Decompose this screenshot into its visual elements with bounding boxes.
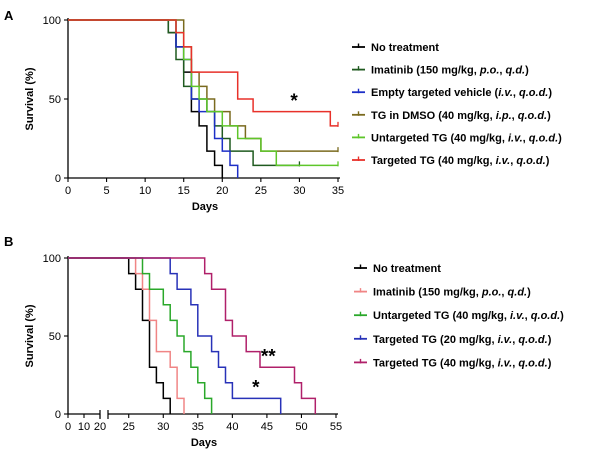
panel-a-legend-label: Untargeted TG (40 mg/kg, i.v., q.o.d.) [371,132,562,144]
panel-a-series-empty-targeted-vehicle-i-v-q-o-d [68,19,239,178]
panel-a-legend-label: No treatment [371,42,439,54]
panel-a-y-tick-label: 50 [49,94,61,106]
panel-a-legend-item: Imatinib (150 mg/kg, p.o., q.d.) [352,65,529,77]
panel-b-significance-marker: ** [261,347,276,368]
panel-a-legend-label: Empty targeted vehicle (i.v., q.o.d.) [371,87,552,99]
panel-b-legend-label: No treatment [373,263,441,275]
panel-a-series-tg-in-dmso-40-mg-kg-i-p-q-o-d [68,19,338,152]
panel-b-series-untargeted-tg-40-mg-kg-i-v-q-o-d [68,257,213,414]
panel-b-y-tick-label: 50 [49,331,61,343]
panel-b-legend-item: Imatinib (150 mg/kg, p.o., q.d.) [354,287,531,299]
panel-b-x-tick-label: 40 [226,421,238,433]
panel-a-legend-item: TG in DMSO (40 mg/kg, i.p., q.o.d.) [352,110,551,122]
panel-b-x-tick-label: 50 [295,421,307,433]
panel-b-y-tick-label: 100 [43,253,61,265]
panel-b-legend-label: Imatinib (150 mg/kg, p.o., q.d.) [373,287,531,299]
panel-b-x-tick-label: 20 [94,421,106,433]
panel-b-x-tick-label: 30 [157,421,169,433]
panel-a-legend-item: Untargeted TG (40 mg/kg, i.v., q.o.d.) [352,132,562,144]
panel-b-legend-item: No treatment [354,263,441,275]
panel-b-y-tick-label: 0 [55,409,61,421]
panel-b-series-targeted-tg-40-mg-kg-i-v-q-o-d [68,257,317,414]
panel-b-significance-marker: * [252,378,260,399]
panel-a-x-tick-label: 35 [332,185,344,197]
panel-b-x-axis-title: Days [191,437,217,449]
panel-a-legend-label: TG in DMSO (40 mg/kg, i.p., q.o.d.) [371,110,551,122]
panel-b-x-tick-label: 25 [123,421,135,433]
panel-a-legend-label: Targeted TG (40 mg/kg, i.v., q.o.d.) [371,155,550,167]
panel-b-series-targeted-tg-20-mg-kg-i-v-q-o-d [68,257,282,414]
panel-b-x-tick-label: 45 [261,421,273,433]
panel-b-series-no-treatment [68,257,171,414]
panel-a-significance-marker: * [290,91,298,112]
panel-b-series-imatinib-150-mg-kg-p-o-q-d [68,257,185,414]
panel-b-legend-label: Targeted TG (40 mg/kg, i.v., q.o.d.) [373,357,552,369]
panel-b-x-tick-label: 35 [192,421,204,433]
panel-a-x-tick-label: 25 [255,185,267,197]
panel-a-x-tick-label: 30 [293,185,305,197]
panel-b: B 0 10 20 25 30 35 40 45 50 55 0 50 100 Days Survival … [4,234,564,449]
panel-a-x-tick-label: 20 [216,185,228,197]
panel-a-x-tick-label: 5 [104,185,110,197]
panel-a-y-tick-label: 100 [43,15,61,27]
panel-a-x-tick-label: 15 [178,185,190,197]
panel-b-legend-item: Targeted TG (40 mg/kg, i.v., q.o.d.) [354,357,552,369]
panel-a-legend-item: Targeted TG (40 mg/kg, i.v., q.o.d.) [352,155,550,167]
panel-a-legend-item: No treatment [352,42,439,54]
panel-a-x-axis-title: Days [192,201,218,213]
panel-b-letter: B [4,234,13,249]
panel-a-x-tick-label: 0 [65,185,71,197]
panel-b-x-tick-label: 55 [330,421,342,433]
panel-a-legend-label: Imatinib (150 mg/kg, p.o., q.d.) [371,65,529,77]
panel-a-letter: A [4,8,14,23]
panel-b-legend-item: Untargeted TG (40 mg/kg, i.v., q.o.d.) [354,310,564,322]
panel-a-x-tick-label: 10 [139,185,151,197]
panel-b-legend-label: Untargeted TG (40 mg/kg, i.v., q.o.d.) [373,310,564,322]
panel-b-y-axis-title: Survival (%) [24,304,36,367]
panel-a-y-axis-title: Survival (%) [24,67,36,130]
panel-a-series-targeted-tg-40-mg-kg-i-v-q-o-d [68,19,338,127]
panel-b-x-tick-label: 0 [65,421,71,433]
panel-a: A 0 5 10 15 20 25 30 35 0 50 100 Days Survival (%) No… [4,8,562,213]
panel-a-legend-item: Empty targeted vehicle (i.v., q.o.d.) [352,87,552,99]
panel-a-y-tick-label: 0 [55,173,61,185]
panel-b-x-tick-label: 10 [78,421,90,433]
panel-b-legend-item: Targeted TG (20 mg/kg, i.v., q.o.d.) [354,334,552,346]
panel-b-legend-label: Targeted TG (20 mg/kg, i.v., q.o.d.) [373,334,552,346]
